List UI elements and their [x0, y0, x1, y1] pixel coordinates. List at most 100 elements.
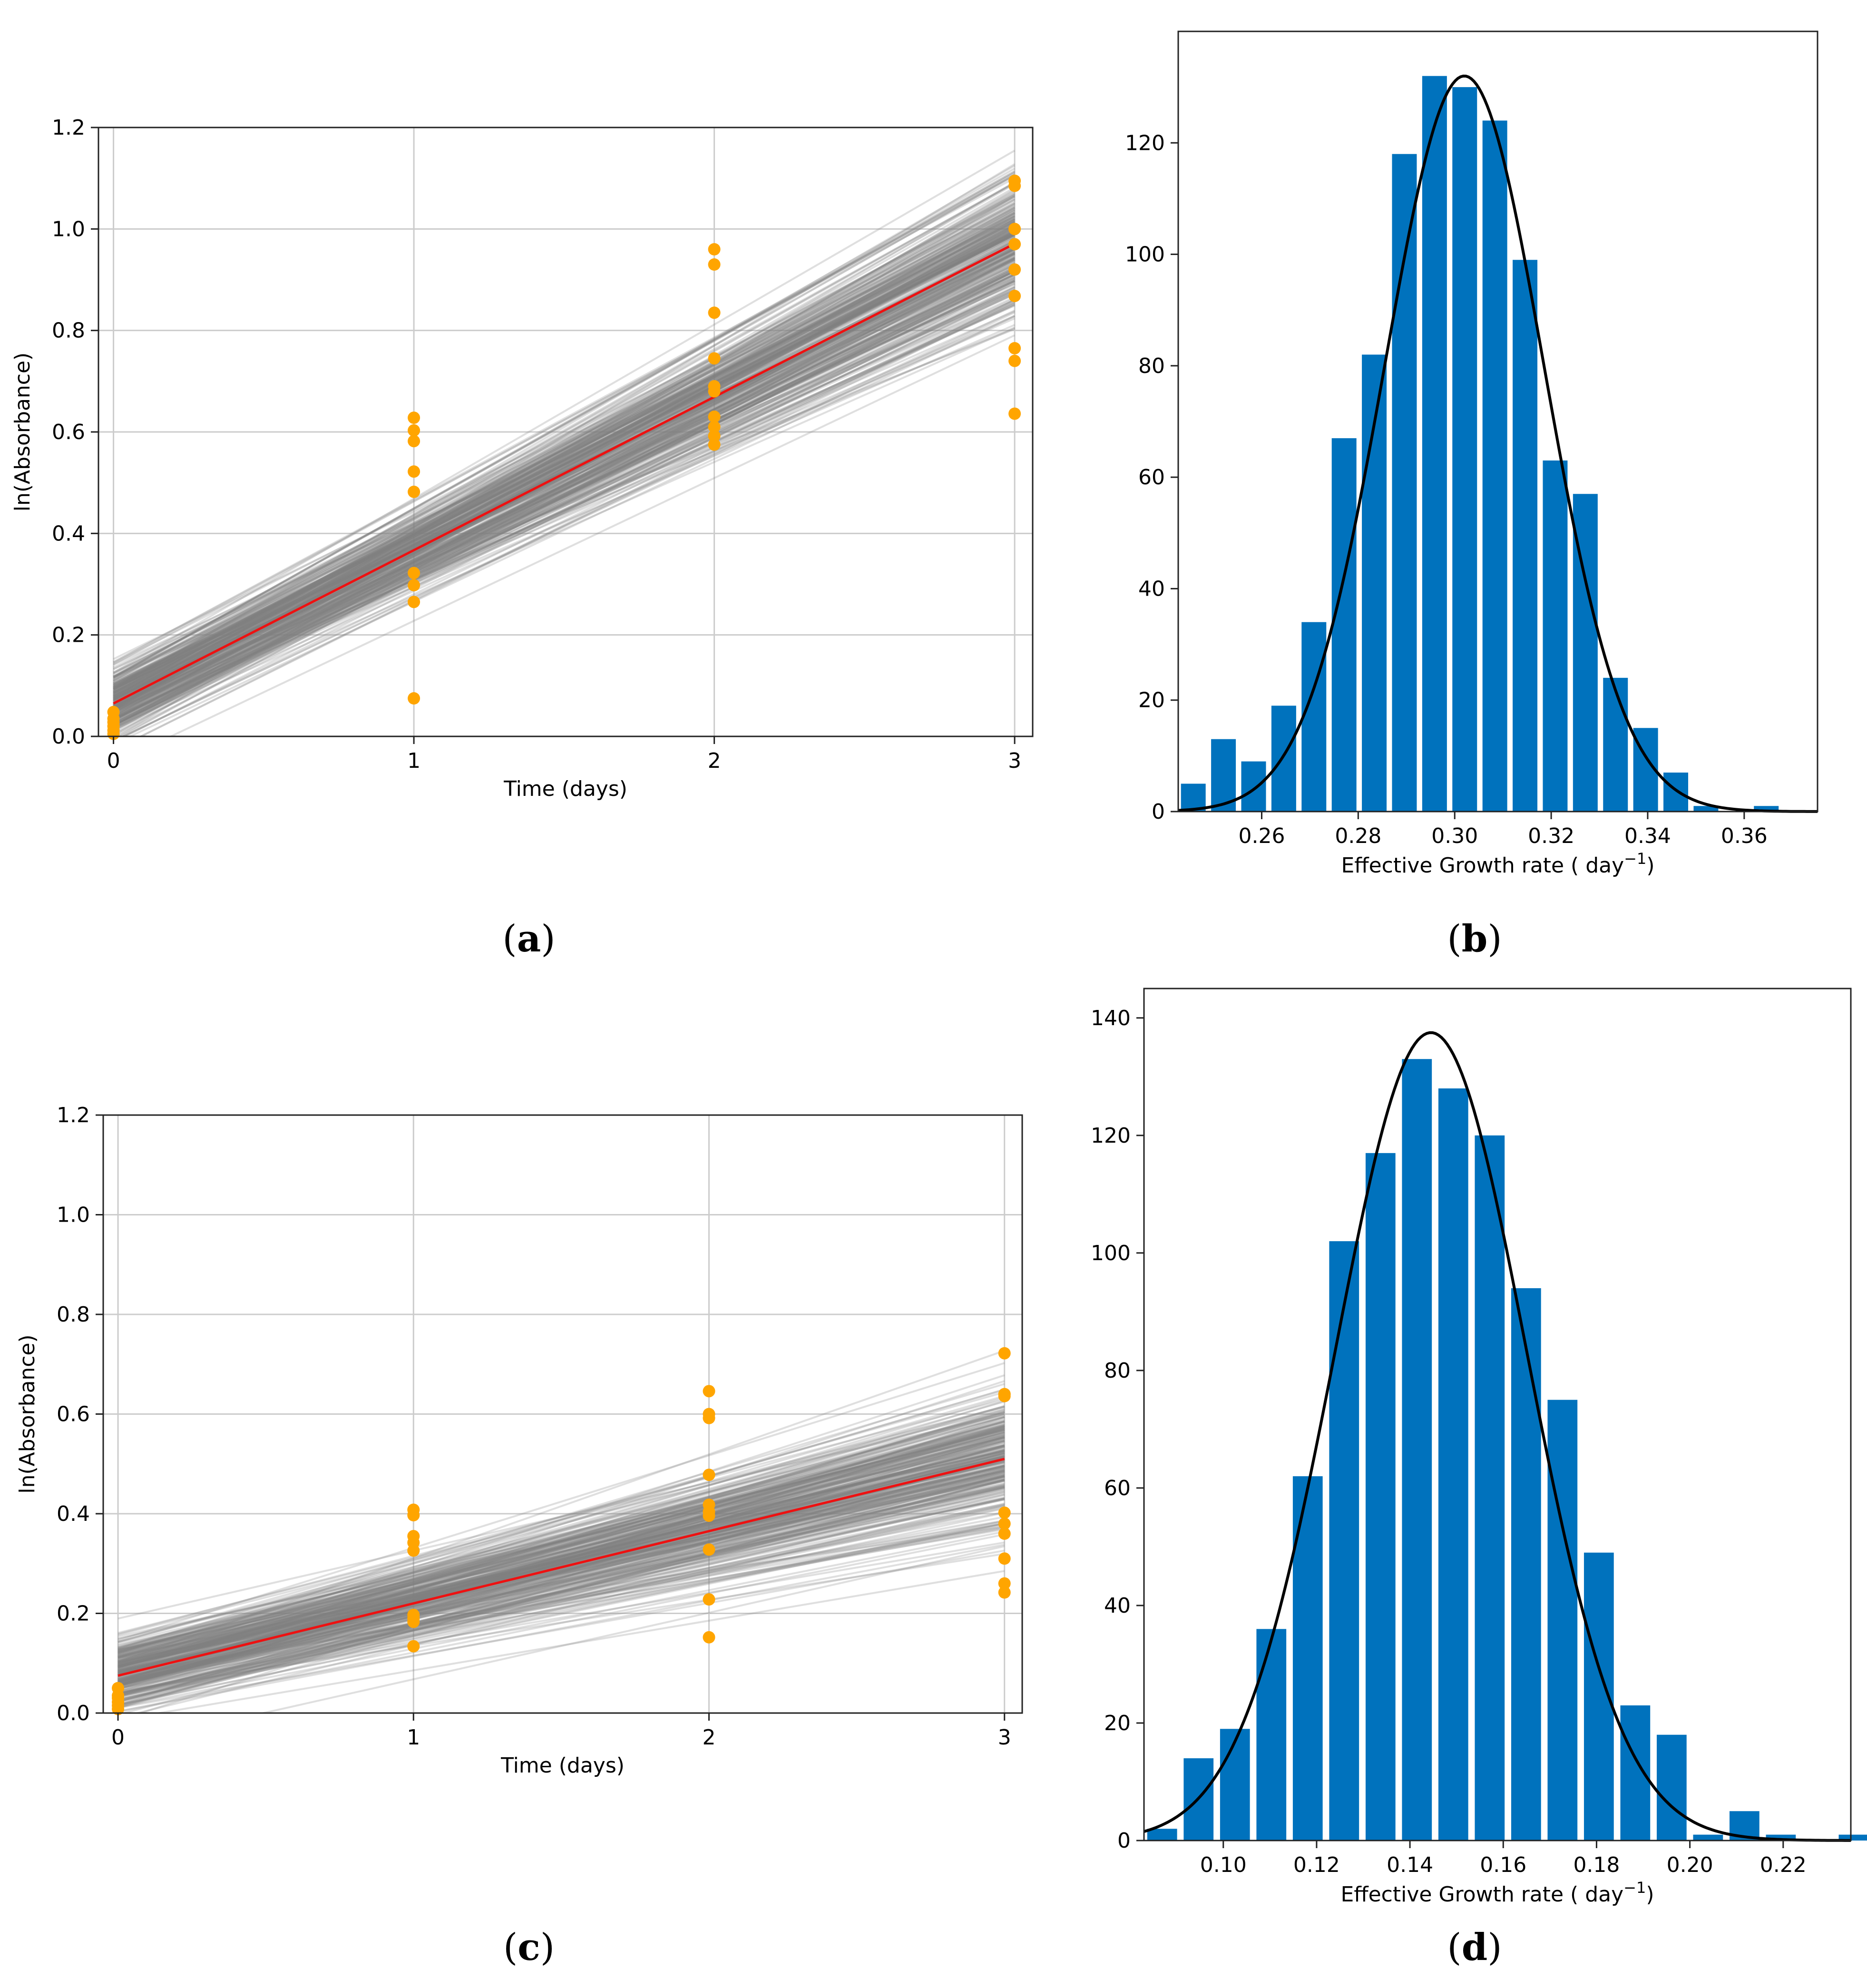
ensemble-line	[113, 228, 1015, 670]
ensemble-line	[117, 1455, 1005, 1672]
ensemble-line	[117, 1441, 1005, 1663]
histogram-bar	[1220, 1729, 1250, 1841]
ensemble-line	[113, 268, 1016, 726]
ensemble-line	[117, 1479, 1005, 1686]
ensemble-line	[117, 1444, 1005, 1676]
ensemble-line	[113, 181, 1016, 688]
y-tick-label: 40	[1138, 577, 1165, 601]
ensemble-line	[117, 1494, 1005, 1683]
data-point	[708, 438, 721, 451]
ensemble-line	[113, 255, 1016, 713]
data-point	[407, 1509, 420, 1522]
ensemble-line	[113, 286, 1016, 736]
ensemble-line	[117, 1411, 1005, 1669]
ensemble-line	[117, 1405, 1005, 1643]
ensemble-line	[117, 1436, 1005, 1659]
ensemble-line	[117, 1435, 1005, 1676]
ensemble-line	[113, 214, 1016, 709]
ensemble-line	[113, 224, 1016, 688]
plot-frame	[1143, 988, 1852, 1841]
ensemble-line	[113, 278, 1015, 715]
ensemble-line	[113, 195, 1016, 712]
ensemble-line	[113, 328, 1015, 684]
ensemble-line	[117, 1420, 1005, 1666]
ensemble-line	[113, 278, 1015, 715]
ensemble-line	[113, 296, 1015, 713]
ensemble-line	[113, 206, 1016, 709]
ensemble-line	[117, 1453, 1005, 1659]
data-point	[1008, 342, 1021, 354]
ensemble-line	[113, 186, 1016, 699]
ensemble-line	[113, 266, 1016, 726]
ensemble-line	[113, 253, 1016, 707]
ensemble-line	[117, 1464, 1005, 1673]
ensemble-line	[117, 1419, 1005, 1650]
ensemble-line	[113, 252, 1015, 677]
ensemble-line	[117, 1405, 1005, 1667]
ensemble-line	[117, 1469, 1005, 1686]
x-tick-label: 0.16	[1480, 1853, 1526, 1877]
ensemble-line	[113, 246, 1016, 716]
y-tick-label: 1.2	[52, 116, 85, 140]
ensemble-line	[117, 1416, 1005, 1706]
ensemble-line	[117, 1446, 1005, 1668]
x-tick-label: 3	[998, 1725, 1011, 1750]
ensemble-line	[113, 324, 1015, 720]
ensemble-line	[117, 1436, 1005, 1677]
ensemble-line	[117, 1475, 1005, 1691]
ensemble-line	[117, 1431, 1005, 1657]
ensemble-line	[117, 1526, 1005, 1675]
data-point	[408, 579, 420, 592]
ensemble-line	[117, 1488, 1005, 1684]
ensemble-line	[113, 212, 1016, 718]
ensemble-line	[117, 1530, 1005, 1708]
histogram-bar	[1511, 1288, 1541, 1841]
ensemble-line	[113, 215, 1016, 675]
ensemble-line	[117, 1524, 1005, 1700]
ensemble-line	[117, 1444, 1005, 1652]
data-point	[703, 1469, 715, 1481]
ensemble-line	[113, 239, 1016, 736]
plot-frame	[1177, 30, 1818, 813]
ensemble-line	[113, 245, 1016, 721]
ensemble-line	[117, 1489, 1005, 1695]
data-point	[1008, 290, 1021, 303]
x-tick-label: 0.36	[1721, 824, 1768, 848]
ensemble-line	[117, 1452, 1005, 1673]
ensemble-line	[117, 1406, 1005, 1654]
ensemble-line	[113, 280, 1015, 730]
ensemble-line	[117, 1430, 1005, 1677]
ticks: 0.10 0.12 0.14 0.16 0.18 0.20 0.22 0 20 40 60 80 100…	[1091, 1006, 1807, 1877]
ensemble-line	[113, 247, 1016, 722]
ensemble-line	[113, 292, 1015, 729]
ensemble-line	[117, 1482, 1005, 1680]
histogram-bar	[1543, 460, 1568, 812]
ensemble-line	[113, 198, 1016, 694]
y-tick-label: 0.0	[52, 725, 85, 749]
ensemble-line	[117, 1450, 1005, 1651]
ensemble-line	[117, 1497, 1005, 1686]
data-point	[408, 567, 420, 579]
ensemble-line	[117, 1479, 1005, 1695]
ensemble-line	[117, 1488, 1005, 1703]
ensemble-line	[117, 1417, 1005, 1693]
ensemble-line	[117, 1498, 1005, 1690]
ensemble-line	[117, 1457, 1005, 1659]
histogram-bar	[1452, 87, 1477, 812]
data-point	[998, 1347, 1011, 1360]
ensemble-line	[113, 181, 1016, 712]
ensemble-line	[117, 1449, 1005, 1659]
y-tick-label: 100	[1091, 1241, 1131, 1265]
ensemble-line	[113, 273, 1015, 682]
histogram-bar	[1693, 806, 1719, 812]
ensemble-line	[117, 1443, 1005, 1650]
ensemble-line	[113, 260, 1016, 718]
ensemble-line	[117, 1472, 1005, 1666]
x-tick-label: 3	[1008, 749, 1021, 773]
ensemble-line	[113, 234, 1016, 694]
histogram-bar	[1438, 1088, 1468, 1841]
y-tick-label: 60	[1138, 465, 1165, 490]
ensemble-line	[113, 170, 1016, 678]
ensemble-line	[113, 299, 1015, 711]
ensemble-line	[113, 226, 1016, 695]
